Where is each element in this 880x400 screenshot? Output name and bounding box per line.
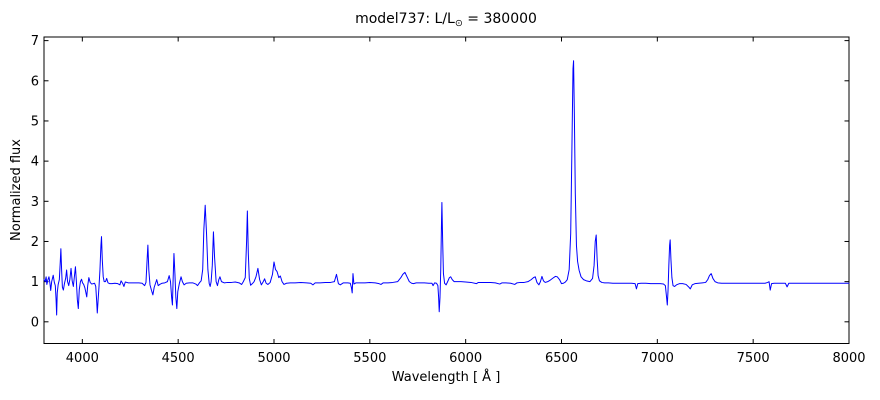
y-tick-label: 3 bbox=[31, 195, 39, 210]
spectrum-line bbox=[43, 60, 850, 316]
solar-symbol-subscript: ⊙ bbox=[455, 18, 463, 29]
plot-title: model737: L/L⊙ = 380000 bbox=[355, 11, 537, 29]
x-tick-label: 7000 bbox=[641, 351, 674, 366]
x-tick-label: 8000 bbox=[832, 351, 865, 366]
x-axis-label: Wavelength [ Å ] bbox=[392, 369, 501, 385]
y-tick-label: 5 bbox=[31, 114, 39, 129]
plot-title-suffix: = 380000 bbox=[463, 11, 537, 27]
x-tick-label: 5500 bbox=[353, 351, 386, 366]
y-tick-label: 0 bbox=[31, 315, 39, 330]
x-tick-label: 7500 bbox=[737, 351, 770, 366]
x-tick-label: 4500 bbox=[162, 351, 195, 366]
y-axis-label: Normalized flux bbox=[9, 139, 24, 241]
axes-area: 4000 4500 5000 5500 6000 6500 7000 7500 8000 0 1 2 3… bbox=[31, 34, 866, 366]
y-tick-label: 1 bbox=[31, 275, 39, 290]
y-tick-label: 2 bbox=[31, 235, 39, 250]
y-tick-label: 6 bbox=[31, 74, 39, 89]
x-tick-label: 5000 bbox=[257, 351, 290, 366]
y-tick-label: 7 bbox=[31, 34, 39, 49]
x-tick-label: 6500 bbox=[545, 351, 578, 366]
x-tick-label: 4000 bbox=[66, 351, 99, 366]
plot-spines bbox=[43, 36, 850, 344]
y-tick-label: 4 bbox=[31, 155, 39, 170]
x-tick-label: 6000 bbox=[449, 351, 482, 366]
plot-title-prefix: model737: L/L bbox=[355, 11, 455, 27]
